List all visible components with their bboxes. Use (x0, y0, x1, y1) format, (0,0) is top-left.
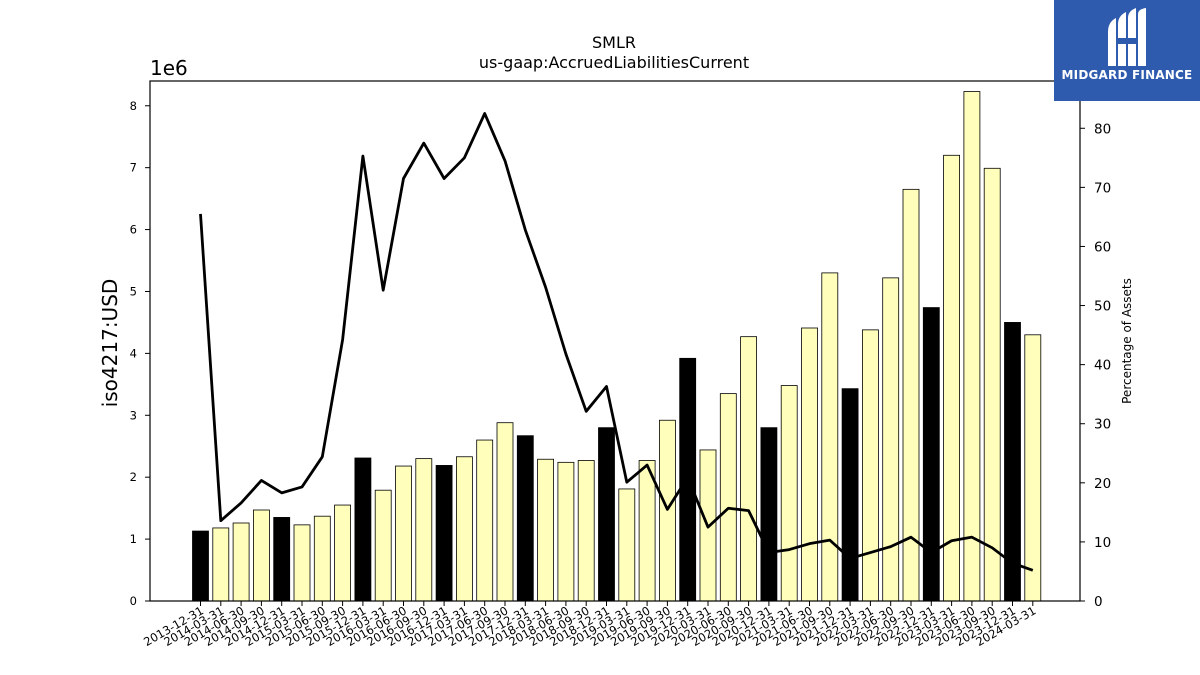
y2-tick-label: 30 (1094, 417, 1111, 433)
bar (192, 530, 209, 602)
bar-series (192, 91, 1042, 602)
bar (334, 504, 352, 602)
percentage-line (199, 112, 1034, 572)
bar (557, 461, 575, 602)
bar (618, 488, 636, 602)
bar (252, 509, 270, 602)
bar (598, 427, 615, 602)
bar (821, 272, 839, 602)
brand-logo: MIDGARD FINANCE (1054, 0, 1200, 101)
bar (638, 460, 656, 602)
y-tick-label: 0 (130, 594, 137, 608)
midgard-logo-icon (1108, 8, 1146, 66)
y-tick-label: 5 (130, 284, 137, 298)
bar (313, 515, 331, 602)
bar (1024, 334, 1042, 602)
bar (435, 465, 453, 602)
y-axis-offset-label: 1e6 (150, 56, 188, 80)
bar (780, 385, 798, 602)
y-tick-label: 7 (130, 161, 137, 175)
bar (983, 167, 1001, 602)
bar (455, 456, 473, 602)
y-tick-label: 1 (130, 532, 137, 546)
bar (943, 154, 960, 602)
y2-tick-label: 60 (1094, 239, 1111, 255)
bar (374, 489, 392, 602)
bar (577, 460, 595, 602)
y-tick-label: 4 (130, 346, 137, 360)
bar (496, 422, 514, 602)
chart-subtitle: us-gaap:AccruedLiabilitiesCurrent (479, 53, 749, 72)
bar (862, 329, 879, 602)
bar (273, 517, 291, 602)
y2-tick-label: 0 (1094, 594, 1103, 610)
bar (232, 522, 250, 602)
bar (212, 527, 230, 602)
y-tick-label: 2 (130, 470, 137, 484)
y2-tick-label: 70 (1094, 180, 1111, 196)
bar (740, 336, 757, 602)
bar (415, 458, 433, 602)
y2-tick-label: 80 (1094, 121, 1111, 137)
y2-tick-label: 20 (1094, 476, 1111, 492)
y2-axis-label: Percentage of Assets (1120, 278, 1134, 404)
plot-frame (149, 80, 1081, 602)
y-axis-label: iso4217:USD (98, 279, 122, 408)
y2-tick-label: 50 (1094, 299, 1111, 315)
chart-title: SMLR (592, 33, 636, 52)
bar (760, 427, 778, 602)
bar (476, 439, 494, 602)
axes: 012345678010203040506070802013-12-312014… (130, 80, 1111, 649)
bar (841, 388, 859, 602)
bar (801, 327, 818, 602)
bar (922, 307, 940, 602)
bar (963, 91, 981, 602)
y-tick-label: 8 (130, 99, 137, 113)
y2-tick-label: 40 (1094, 358, 1111, 374)
y-tick-label: 3 (130, 408, 137, 422)
bar (354, 457, 372, 602)
bar (395, 465, 412, 602)
line-series (199, 112, 1034, 572)
y-tick-label: 6 (130, 223, 137, 237)
bar (516, 435, 534, 602)
logo-text: MIDGARD FINANCE (1061, 68, 1193, 82)
bar (537, 458, 554, 602)
bar (882, 277, 900, 602)
bar (719, 393, 737, 602)
y2-tick-label: 10 (1094, 535, 1111, 551)
bar (293, 524, 311, 602)
